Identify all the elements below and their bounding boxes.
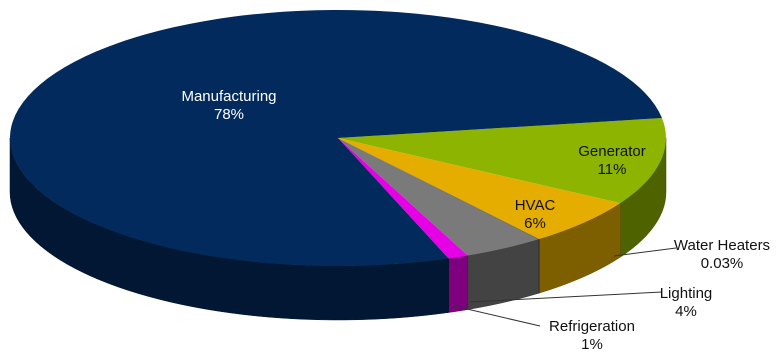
leader-line-lighting [469,291,663,303]
slice-label-lighting: Lighting 4% [660,285,713,320]
slice-label-manufacturing: Manufacturing 78% [181,88,276,123]
slice-label-water-heaters: Water Heaters 0.03% [674,237,770,272]
pie-slice-water-heaters [338,138,540,240]
leader-lines [453,247,677,327]
pie-slice-generator [338,117,666,204]
pie-slice-refrigeration [338,138,468,259]
leader-line-refrigeration [453,305,541,327]
leader-line-water-heaters [613,247,677,257]
pie-tops [9,10,666,267]
pie-side-refrigeration [448,255,469,313]
slice-label-generator: Generator 11% [578,143,646,178]
slice-labels: Generator 11% HVAC 6% Water Heaters 0.03% Ligh… [181,88,770,353]
pie-slice-hvac [338,138,621,240]
slice-label-refrigeration: Refrigeration 1% [549,318,635,353]
pie-slice-lighting [338,138,539,256]
pie-slice-manufacturing [9,10,662,267]
slice-label-hvac: HVAC 6% [515,197,556,232]
